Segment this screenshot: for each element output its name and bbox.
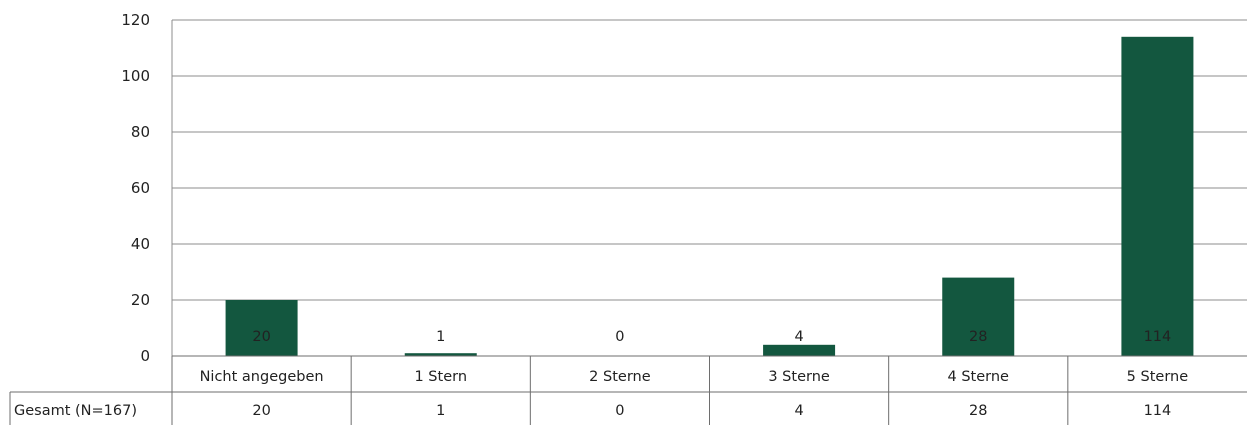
category-label: Nicht angegeben <box>200 369 324 385</box>
category-label: 3 Sterne <box>768 369 830 385</box>
table-value-cell: 28 <box>969 403 987 419</box>
bar <box>404 353 477 356</box>
category-label: 2 Sterne <box>589 369 651 385</box>
data-label: 20 <box>252 329 270 345</box>
bars <box>225 36 1194 357</box>
bar <box>225 300 298 356</box>
category-label: 5 Sterne <box>1127 369 1189 385</box>
category-label: 4 Sterne <box>948 369 1010 385</box>
data-label: 114 <box>1144 329 1172 345</box>
table-value-cell: 114 <box>1144 403 1172 419</box>
y-tick-label: 0 <box>140 347 150 365</box>
y-tick-label: 120 <box>121 11 150 29</box>
table-value-cell: 20 <box>252 403 270 419</box>
bar <box>1121 36 1194 357</box>
data-label: 1 <box>436 329 445 345</box>
y-tick-label: 20 <box>131 291 150 309</box>
y-tick-label: 40 <box>131 235 150 253</box>
y-tick-label: 80 <box>131 123 150 141</box>
series-name: Gesamt (N=167) <box>14 403 137 419</box>
category-label: 1 Stern <box>414 369 467 385</box>
table-value-cell: 4 <box>794 403 803 419</box>
data-label: 28 <box>969 329 987 345</box>
y-axis-ticks: 0 20 40 60 80 100 120 <box>121 11 150 365</box>
data-labels: 20 1 0 4 28 114 <box>252 329 1171 345</box>
data-table: Nicht angegeben 1 Stern 2 Sterne 3 Sterne 4 … <box>9 355 1247 425</box>
y-tick-label: 60 <box>131 179 150 197</box>
bar <box>942 277 1015 356</box>
grid-lines <box>171 19 1247 357</box>
data-label: 0 <box>615 329 624 345</box>
table-value-cell: 1 <box>436 403 445 419</box>
bar <box>763 344 836 356</box>
y-tick-label: 100 <box>121 67 150 85</box>
data-label: 4 <box>794 329 803 345</box>
table-value-cell: 0 <box>615 403 624 419</box>
